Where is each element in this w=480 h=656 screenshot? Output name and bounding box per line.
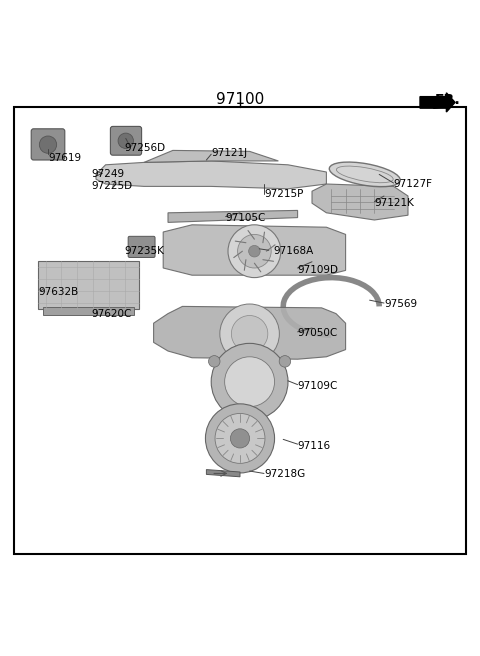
FancyBboxPatch shape [110,127,142,155]
Polygon shape [96,161,326,189]
Circle shape [244,417,255,428]
Circle shape [231,316,268,352]
FancyBboxPatch shape [31,129,65,160]
Text: 97249: 97249 [91,169,124,179]
Text: 97100: 97100 [216,92,264,108]
Text: 97218G: 97218G [264,470,305,480]
Text: 97256D: 97256D [125,143,166,153]
FancyBboxPatch shape [43,307,134,315]
Circle shape [215,413,265,463]
Circle shape [225,357,275,407]
Polygon shape [206,470,240,477]
Ellipse shape [329,162,400,187]
FancyBboxPatch shape [38,261,139,309]
Polygon shape [168,211,298,222]
Text: 97168A: 97168A [274,246,314,256]
Circle shape [279,356,291,367]
Circle shape [220,304,279,363]
Circle shape [230,429,250,448]
Text: 97225D: 97225D [91,182,132,192]
Text: 97121K: 97121K [374,198,414,208]
Text: 97109D: 97109D [298,266,338,276]
Text: 97235K: 97235K [125,246,165,256]
Polygon shape [144,150,278,163]
Text: 97116: 97116 [298,441,331,451]
Circle shape [211,343,288,420]
Polygon shape [163,225,346,276]
Polygon shape [154,306,346,359]
Circle shape [228,225,281,277]
Circle shape [118,133,133,148]
Circle shape [39,136,57,154]
Text: FR.: FR. [435,93,461,107]
Text: 97127F: 97127F [394,179,432,189]
Text: 97619: 97619 [48,153,81,163]
Text: 97620C: 97620C [91,308,132,319]
Text: 97215P: 97215P [264,189,303,199]
Text: 97050C: 97050C [298,328,338,338]
FancyBboxPatch shape [14,107,466,554]
Circle shape [249,245,260,257]
Circle shape [208,356,220,367]
Text: 97121J: 97121J [211,148,247,158]
Text: 97632B: 97632B [38,287,79,297]
Text: 97109C: 97109C [298,380,338,390]
Text: 97105C: 97105C [226,213,266,222]
Circle shape [205,404,275,473]
Text: 97569: 97569 [384,299,417,309]
Circle shape [238,234,271,268]
FancyBboxPatch shape [128,236,155,257]
Polygon shape [312,184,408,220]
Polygon shape [420,92,455,112]
